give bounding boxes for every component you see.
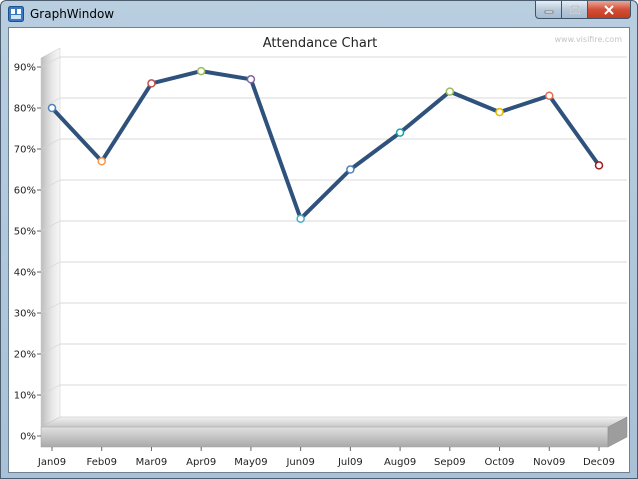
y-tick-label: 40% bbox=[14, 268, 36, 279]
chart-area: Attendance Chart www.visifire.com 0% 10% 2… bbox=[8, 27, 630, 473]
x-tick-label: Nov09 bbox=[533, 457, 565, 468]
x-tick-label: Jul09 bbox=[337, 457, 363, 468]
gridline-depth bbox=[40, 343, 61, 355]
y-tick-label: 60% bbox=[14, 186, 36, 197]
maximize-icon bbox=[569, 5, 580, 14]
maximize-button[interactable] bbox=[561, 1, 587, 19]
close-button[interactable] bbox=[587, 1, 631, 19]
window-controls bbox=[535, 1, 631, 19]
y-tick-label: 80% bbox=[14, 104, 36, 115]
watermark-text[interactable]: www.visifire.com bbox=[555, 35, 623, 44]
gridline-depth bbox=[40, 302, 61, 314]
gridlines bbox=[40, 56, 627, 396]
gridline-depth bbox=[40, 179, 61, 191]
x-tick-label: Oct09 bbox=[485, 457, 515, 468]
data-point-oct09[interactable] bbox=[495, 107, 504, 117]
x-tick-label: Sep09 bbox=[434, 457, 466, 468]
series-line bbox=[50, 69, 601, 221]
series-attendance bbox=[47, 66, 604, 223]
line-chart: Attendance Chart www.visifire.com 0% 10% 2… bbox=[14, 35, 628, 468]
gridline-depth bbox=[40, 138, 61, 150]
x-tick-label: Dec09 bbox=[583, 457, 615, 468]
y-tick-label: 90% bbox=[14, 63, 36, 74]
y-tick-label: 20% bbox=[14, 350, 36, 361]
y-tick-label: 50% bbox=[14, 227, 36, 238]
data-point-apr09[interactable] bbox=[196, 66, 206, 76]
data-point-dec09[interactable] bbox=[594, 161, 604, 170]
plot-floor-front bbox=[40, 426, 609, 448]
plot-floor bbox=[40, 416, 628, 428]
x-tick-label: Aug09 bbox=[384, 457, 416, 468]
data-point-mar09[interactable] bbox=[147, 79, 156, 88]
gridline-depth bbox=[40, 261, 61, 273]
gridline-depth bbox=[40, 56, 61, 68]
data-point-aug09[interactable] bbox=[395, 128, 405, 137]
data-point-may09[interactable] bbox=[246, 75, 256, 84]
data-point-nov09[interactable] bbox=[545, 91, 554, 100]
y-tick-label: 10% bbox=[14, 391, 36, 402]
data-point-jan09[interactable] bbox=[47, 103, 57, 113]
y-tick-label: 0% bbox=[20, 432, 36, 443]
x-axis: Jan09 Feb09 Mar09 Apr09 May09 Jun09 Jul09 Aug09… bbox=[37, 447, 615, 468]
x-tick-label: Mar09 bbox=[136, 457, 168, 468]
gridline-depth bbox=[40, 97, 61, 109]
data-point-sep09[interactable] bbox=[445, 87, 455, 96]
plot-floor-side bbox=[607, 416, 628, 448]
x-tick-label: Feb09 bbox=[87, 457, 117, 468]
x-tick-label: May09 bbox=[234, 457, 267, 468]
minimize-button[interactable] bbox=[535, 1, 561, 19]
close-icon bbox=[604, 5, 614, 14]
data-point-jun09[interactable] bbox=[296, 214, 305, 223]
app-window-icon[interactable] bbox=[8, 6, 24, 22]
y-tick-label: 30% bbox=[14, 309, 36, 320]
title-bar[interactable]: GraphWindow bbox=[1, 1, 637, 27]
window-title: GraphWindow bbox=[30, 7, 115, 21]
minimize-icon bbox=[544, 10, 553, 13]
x-tick-label: Jan09 bbox=[37, 457, 66, 468]
x-tick-label: Jun09 bbox=[285, 457, 314, 468]
gridline-depth bbox=[40, 384, 61, 396]
chart-title: Attendance Chart bbox=[263, 36, 378, 51]
y-tick-label: 70% bbox=[14, 145, 36, 156]
gridline-depth bbox=[40, 220, 61, 232]
data-point-feb09[interactable] bbox=[97, 157, 106, 166]
data-point-jul09[interactable] bbox=[346, 165, 355, 174]
y-axis: 0% 10% 20% 30% 40% 50% 60% 70% 80% 90% bbox=[14, 63, 41, 443]
x-tick-label: Apr09 bbox=[186, 457, 216, 468]
